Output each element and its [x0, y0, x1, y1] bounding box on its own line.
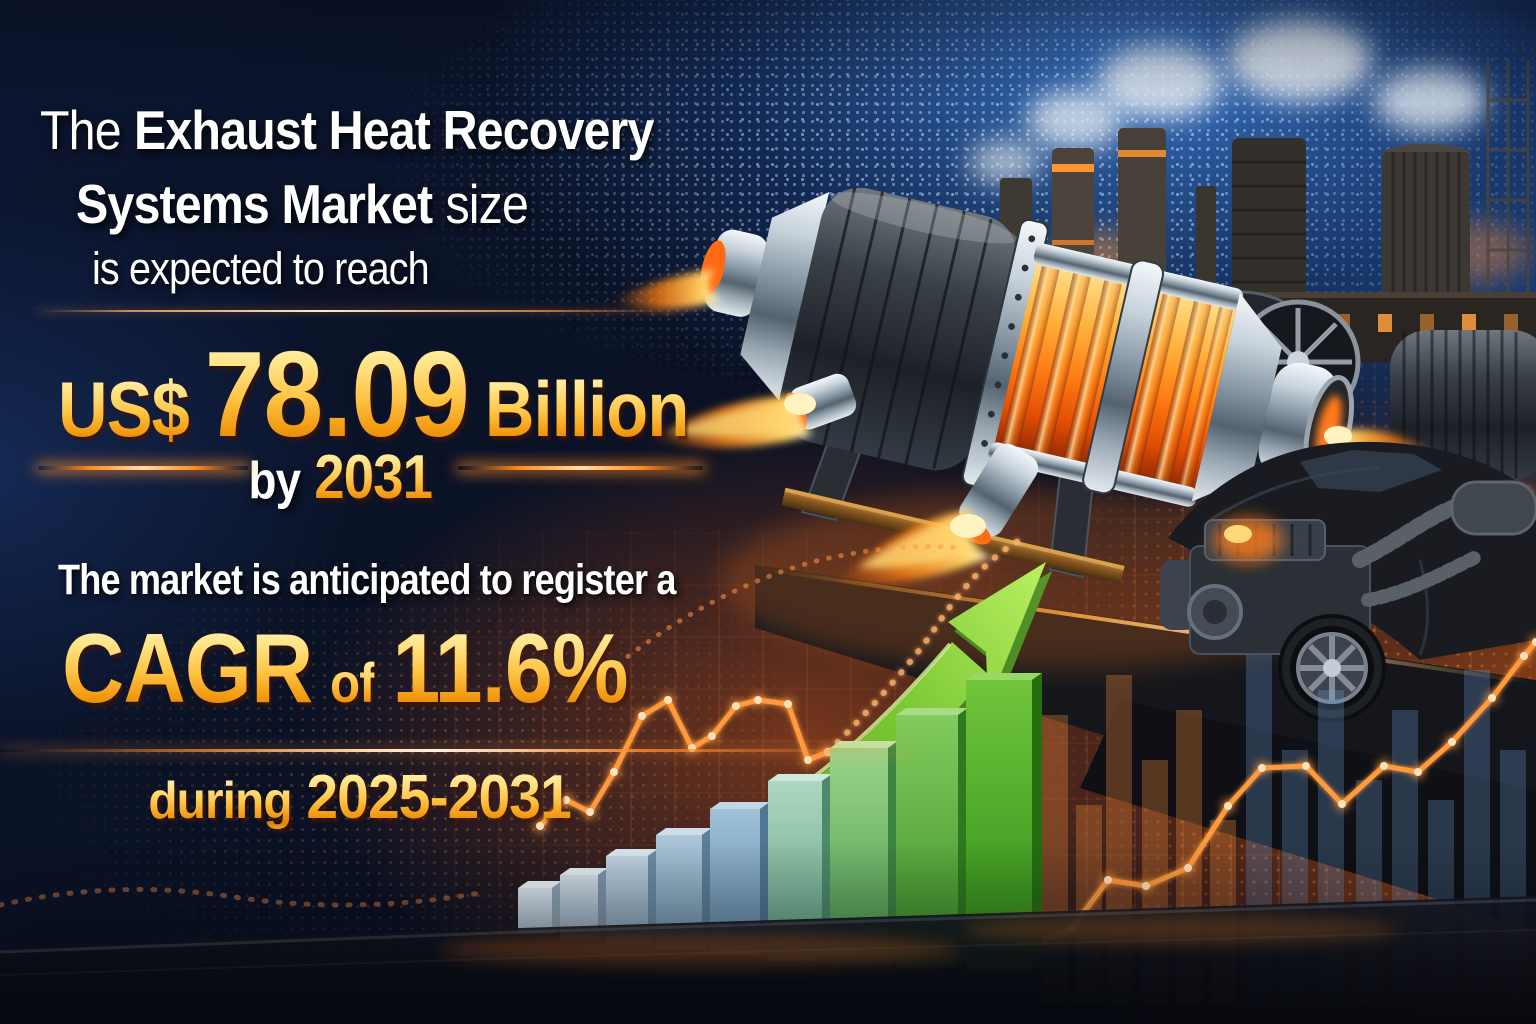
headline-line1-light: The [40, 99, 122, 161]
during-label: during [148, 772, 292, 830]
headline-line2-light: size [445, 173, 529, 235]
headline-line2: Systems Market size [76, 172, 590, 236]
by-year-line: by 2031 [60, 442, 620, 513]
market-value: US$ 78.09 Billion [58, 324, 774, 464]
headline-line1: The Exhaust Heat Recovery [40, 98, 737, 162]
growth-intro: The market is anticipated to register a [58, 556, 676, 604]
divider-bottom [0, 749, 910, 752]
cagr-label: CAGR [62, 613, 313, 723]
exhaust-device-illustration [700, 187, 1354, 584]
dotted-trend-arcs [0, 537, 1023, 908]
background-drum [1390, 330, 1536, 480]
car-engine-illustration [1160, 441, 1536, 722]
period-line: during 2025-2031 [130, 762, 571, 833]
headline-line3: is expected to reach [92, 243, 430, 294]
cagr-value: 11.6% [392, 613, 628, 723]
headline-line1-bold: Exhaust Heat Recovery [133, 99, 654, 161]
forecast-period: 2025-2031 [306, 763, 571, 832]
currency-label: US$ [58, 365, 190, 453]
flare-right [458, 466, 703, 470]
target-year: 2031 [313, 443, 433, 512]
headline-line2-bold: Systems Market [76, 173, 433, 235]
by-label: by [248, 452, 301, 510]
divider-top [35, 310, 680, 312]
ground-band [0, 896, 1536, 1024]
market-value-amount: 78.09 [204, 326, 470, 462]
unit-label: Billion [484, 365, 689, 453]
flare-left [38, 466, 248, 470]
cagr-line: CAGR of 11.6% [62, 612, 705, 725]
of-label: of [330, 651, 376, 714]
